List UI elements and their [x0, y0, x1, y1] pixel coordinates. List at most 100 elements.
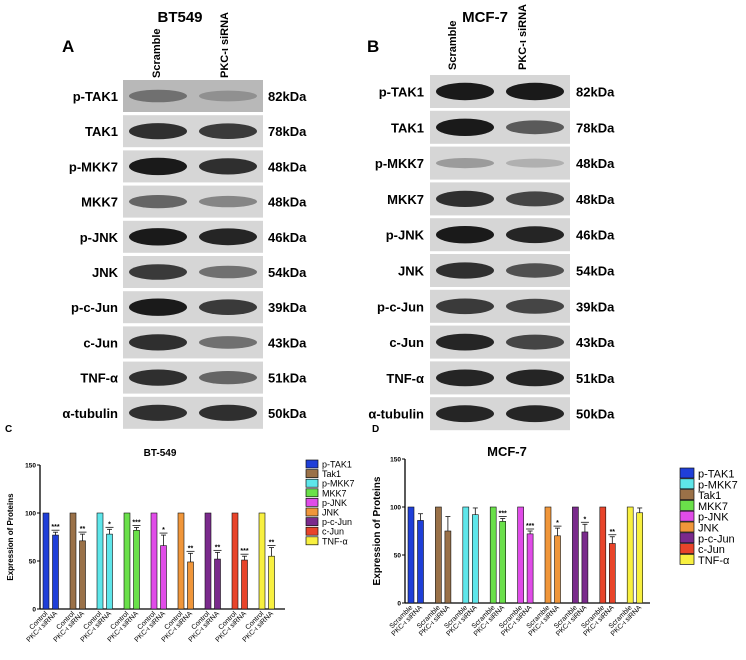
legend-label: c-Jun [322, 527, 344, 537]
bar [526, 533, 534, 604]
legend-swatch [305, 526, 319, 536]
blot-row: c-Jun 43kDa [389, 325, 615, 359]
lane-label: PKC-ι siRNA [517, 4, 529, 70]
bar [177, 512, 185, 610]
legend-swatch [679, 554, 695, 565]
protein-label: p-JNK [80, 230, 119, 245]
protein-band [436, 82, 494, 101]
significance-marker: * [108, 521, 111, 528]
protein-band [436, 118, 494, 136]
bar [444, 530, 452, 604]
legend-item: p-MKK7 [679, 478, 738, 491]
bar [499, 521, 507, 604]
blot-row: p-TAK1 82kDa [379, 75, 615, 108]
significance-marker: ** [80, 526, 86, 533]
molecular-weight-label: 48kDa [268, 159, 307, 174]
molecular-weight-label: 46kDa [576, 228, 615, 243]
protein-label: TNF-α [80, 371, 118, 386]
bar [123, 512, 131, 610]
protein-band [129, 195, 187, 209]
bar [599, 506, 607, 604]
blot-row: TNF-α 51kDa [386, 361, 615, 395]
legend-item: c-Jun [305, 526, 344, 537]
bar [544, 506, 552, 604]
legend: p-TAK1Tak1p-MKK7MKK7p-JNKJNKp-c-Junc-Jun… [305, 460, 355, 546]
significance-marker: *** [526, 523, 534, 530]
protein-band [199, 228, 257, 246]
protein-band [506, 298, 564, 314]
protein-band [129, 157, 187, 176]
protein-label: TAK1 [85, 124, 118, 139]
protein-label: p-JNK [386, 228, 425, 243]
molecular-weight-label: 39kDa [268, 300, 307, 315]
panel-label: D [372, 424, 379, 435]
lane-label: Scramble [151, 28, 163, 78]
bar [462, 506, 470, 604]
molecular-weight-label: 43kDa [268, 335, 307, 350]
panel-label: B [367, 37, 379, 56]
bar [258, 512, 266, 610]
y-tick-label: 0 [397, 601, 401, 608]
protein-label: α-tubulin [368, 407, 424, 422]
protein-label: p-MKK7 [69, 159, 118, 174]
blot-row: MKK7 48kDa [387, 182, 615, 216]
legend-label: p-TAK1 [322, 460, 352, 470]
blot-row: TAK1 78kDa [85, 115, 307, 148]
bar [160, 545, 167, 610]
protein-band [199, 90, 257, 102]
legend-item: JNK [679, 521, 719, 535]
legend-label: Tak1 [698, 490, 721, 502]
legend-item: p-MKK7 [305, 479, 355, 489]
protein-band [129, 334, 187, 351]
blot-title: MCF-7 [462, 9, 508, 26]
bar [268, 555, 275, 610]
legend-label: p-MKK7 [322, 479, 355, 489]
protein-band [199, 195, 257, 208]
legend-label: p-TAK1 [698, 469, 734, 481]
bar [42, 512, 50, 610]
legend-item: TNF-α [305, 536, 348, 546]
legend-label: Tak1 [322, 469, 341, 479]
protein-label: p-TAK1 [73, 89, 118, 104]
blot-row: c-Jun 43kDa [83, 326, 307, 359]
protein-label: MKK7 [387, 192, 424, 207]
protein-band [436, 298, 494, 315]
significance-marker: *** [51, 524, 59, 531]
legend-swatch [679, 500, 695, 511]
molecular-weight-label: 54kDa [268, 265, 307, 280]
legend-item: p-c-Jun [679, 532, 735, 545]
y-tick-label: 150 [25, 463, 36, 470]
molecular-weight-label: 48kDa [576, 192, 615, 207]
molecular-weight-label: 50kDa [576, 407, 615, 422]
protein-band [129, 369, 187, 386]
chart-title: MCF-7 [487, 444, 527, 459]
legend-label: TNF-α [322, 536, 348, 546]
significance-marker: ** [610, 529, 616, 536]
protein-label: TAK1 [391, 120, 424, 135]
molecular-weight-label: 54kDa [576, 264, 615, 279]
protein-band [199, 123, 257, 139]
bar [69, 512, 77, 610]
y-tick-label: 50 [394, 553, 402, 560]
legend-label: TNF-α [698, 555, 730, 567]
protein-band [436, 190, 494, 207]
protein-band [129, 123, 187, 140]
bar [231, 512, 239, 610]
bar [96, 512, 104, 610]
protein-band [436, 405, 494, 423]
molecular-weight-label: 43kDa [576, 335, 615, 350]
molecular-weight-label: 48kDa [268, 195, 307, 210]
protein-band [506, 158, 564, 168]
protein-label: c-Jun [83, 335, 118, 350]
legend-swatch [305, 469, 319, 478]
y-tick-label: 100 [25, 511, 36, 518]
protein-band [506, 334, 564, 350]
protein-band [129, 89, 187, 103]
molecular-weight-label: 78kDa [268, 124, 307, 139]
significance-marker: ** [188, 545, 194, 552]
legend-label: MKK7 [322, 488, 347, 498]
legend-item: TNF-α [679, 554, 730, 567]
protein-band [129, 404, 187, 421]
blot-row: TNF-α 51kDa [80, 361, 307, 394]
